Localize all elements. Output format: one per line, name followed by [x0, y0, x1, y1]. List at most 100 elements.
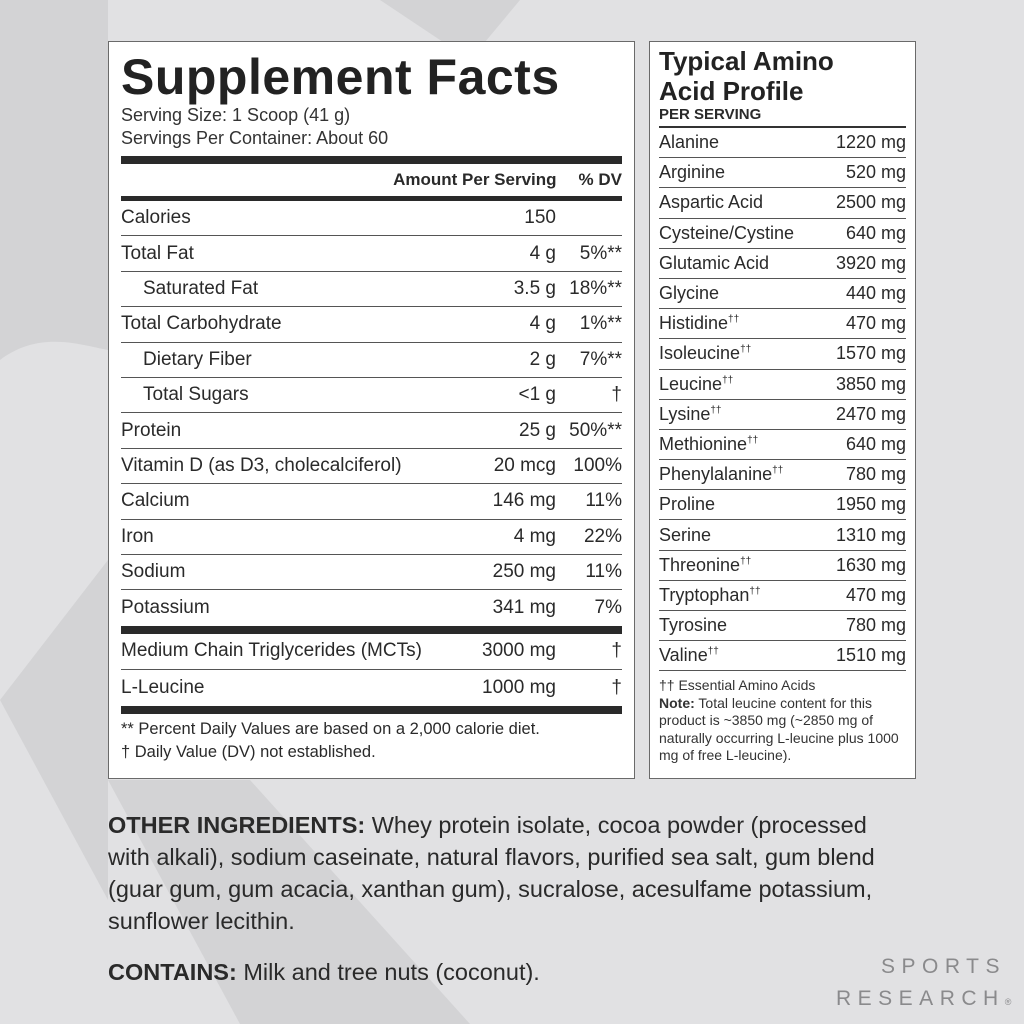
amino-name: Serine	[659, 524, 712, 545]
note-label: Note:	[659, 694, 695, 711]
amino-title-line1: Typical Amino	[659, 46, 834, 76]
nutrient-dv: 50%**	[569, 419, 622, 441]
amino-name: Phenylalanine	[659, 464, 773, 485]
nutrient-row: Potassium 341 mg 7%	[121, 590, 622, 625]
amino-name: Threonine	[659, 554, 741, 575]
nutrient-amount: 4 g	[529, 242, 556, 264]
amino-row: Tyrosine 780 mg	[659, 611, 906, 642]
amino-amount: 1310 mg	[835, 524, 906, 545]
essential-note: †† Essential Amino Acids	[659, 677, 816, 694]
amino-amount: 470 mg	[845, 584, 906, 605]
amino-row: Leucine†† 3850 mg	[659, 370, 906, 400]
nutrient-row: Calories 150	[121, 201, 622, 237]
amino-name-cell: Isoleucine††	[659, 343, 751, 364]
nutrient-dv: 7%**	[579, 348, 622, 370]
nutrient-dv: 7%	[594, 596, 622, 618]
amino-row: Serine 1310 mg	[659, 520, 906, 551]
amino-name-cell: Glutamic Acid	[659, 253, 769, 274]
nutrient-amount: 3.5 g	[513, 277, 556, 299]
nutrient-name: Saturated Fat	[143, 277, 259, 299]
nutrient-row: Total Sugars <1 g †	[121, 378, 622, 414]
amino-name-cell: Lysine††	[659, 404, 722, 425]
amino-row: Alanine 1220 mg	[659, 128, 906, 159]
nutrient-row: Vitamin D (as D3, cholecalciferol) 20 mcg…	[121, 449, 622, 485]
nutrient-amount: 1000 mg	[482, 676, 556, 698]
nutrient-dv: 22%	[583, 525, 622, 547]
amino-row: Glutamic Acid 3920 mg	[659, 249, 906, 279]
nutrient-row: Total Carbohydrate 4 g 1%**	[121, 307, 622, 343]
brand-logo: SPORTS RESEARCH®	[836, 951, 1011, 1018]
nutrient-dv: 11%	[585, 490, 622, 512]
essential-mark: ††	[740, 344, 752, 356]
essential-mark: ††	[710, 404, 722, 416]
nutrient-amount: 341 mg	[492, 596, 556, 618]
essential-mark: ††	[772, 465, 784, 477]
column-header: Amount Per Serving % DV	[121, 164, 622, 196]
serving-size: Serving Size: 1 Scoop (41 g)	[121, 105, 351, 125]
essential-mark: ††	[740, 555, 752, 567]
amino-amount: 470 mg	[845, 313, 906, 334]
supplement-facts-title: Supplement Facts	[121, 49, 560, 105]
contains-label: CONTAINS:	[108, 959, 237, 985]
nutrient-amount: 150	[524, 207, 556, 229]
amino-amount: 640 mg	[845, 433, 906, 454]
amino-row: Arginine 520 mg	[659, 158, 906, 189]
amino-amount: 780 mg	[845, 464, 906, 485]
dv-header: % DV	[578, 170, 622, 189]
nutrient-dv: †	[611, 640, 622, 662]
nutrient-row: Medium Chain Triglycerides (MCTs) 3000 mg…	[121, 634, 622, 670]
amino-name: Valine	[659, 645, 708, 666]
amino-name-cell: Alanine	[659, 132, 719, 153]
nutrient-amount: <1 g	[518, 384, 556, 406]
essential-mark: ††	[728, 314, 740, 326]
amino-name: Lysine	[659, 403, 711, 424]
nutrient-row: Iron 4 mg 22%	[121, 520, 622, 555]
nutrient-name: L-Leucine	[121, 676, 205, 698]
amino-acid-panel: Typical Amino Acid Profile PER SERVING A…	[649, 41, 916, 779]
nutrient-amount: 25 g	[519, 419, 556, 441]
amino-row: Histidine†† 470 mg	[659, 309, 906, 340]
registered-mark: ®	[1004, 997, 1012, 1007]
other-ingredients: OTHER INGREDIENTS: Whey protein isolate,…	[108, 809, 908, 937]
amino-amount: 3850 mg	[835, 373, 906, 394]
amino-amount: 3920 mg	[835, 252, 906, 273]
amino-name-cell: Glycine	[659, 283, 719, 304]
nutrient-name: Protein	[121, 419, 182, 441]
amino-name-cell: Phenylalanine††	[659, 464, 783, 485]
footnote-dv: ** Percent Daily Values are based on a 2…	[121, 719, 540, 738]
amino-name: Alanine	[659, 132, 720, 153]
supplement-facts-panel: Supplement Facts Serving Size: 1 Scoop (…	[108, 41, 635, 779]
amino-name-cell: Serine	[659, 525, 711, 546]
amino-amount: 640 mg	[845, 222, 906, 243]
nutrient-name: Iron	[121, 525, 154, 547]
nutrient-amount: 146 mg	[492, 490, 556, 512]
divider	[121, 156, 622, 164]
nutrient-name: Dietary Fiber	[143, 348, 252, 370]
amino-name-cell: Tyrosine	[659, 615, 727, 636]
amino-name: Proline	[659, 494, 716, 515]
amino-amount: 1510 mg	[835, 645, 906, 666]
amino-name-cell: Tryptophan††	[659, 585, 761, 606]
amino-amount: 1630 mg	[835, 554, 906, 575]
amino-name: Histidine	[659, 313, 729, 334]
amino-amount: 2500 mg	[835, 192, 906, 213]
amino-name-cell: Valine††	[659, 645, 719, 666]
amino-name: Leucine	[659, 373, 723, 394]
amino-name: Methionine	[659, 433, 748, 454]
amino-name: Cysteine/Cystine	[659, 222, 795, 243]
nutrient-dv: 100%	[573, 454, 622, 476]
contains-statement: CONTAINS: Milk and tree nuts (coconut).	[108, 956, 540, 988]
amino-name: Glutamic Acid	[659, 252, 770, 273]
amino-amount: 1950 mg	[835, 494, 906, 515]
amino-name: Tryptophan	[659, 584, 750, 605]
nutrient-amount: 3000 mg	[482, 640, 556, 662]
amino-amount: 780 mg	[845, 615, 906, 636]
amino-name: Isoleucine	[659, 343, 741, 364]
contains-text: Milk and tree nuts (coconut).	[236, 959, 540, 985]
amino-name-cell: Cysteine/Cystine	[659, 223, 794, 244]
nutrient-dv: 5%**	[579, 242, 622, 264]
amino-amount: 1570 mg	[835, 343, 906, 364]
amino-row: Threonine†† 1630 mg	[659, 551, 906, 581]
brand-line1: SPORTS	[881, 955, 1006, 978]
other-nutrient-table: Medium Chain Triglycerides (MCTs) 3000 mg…	[121, 634, 622, 706]
